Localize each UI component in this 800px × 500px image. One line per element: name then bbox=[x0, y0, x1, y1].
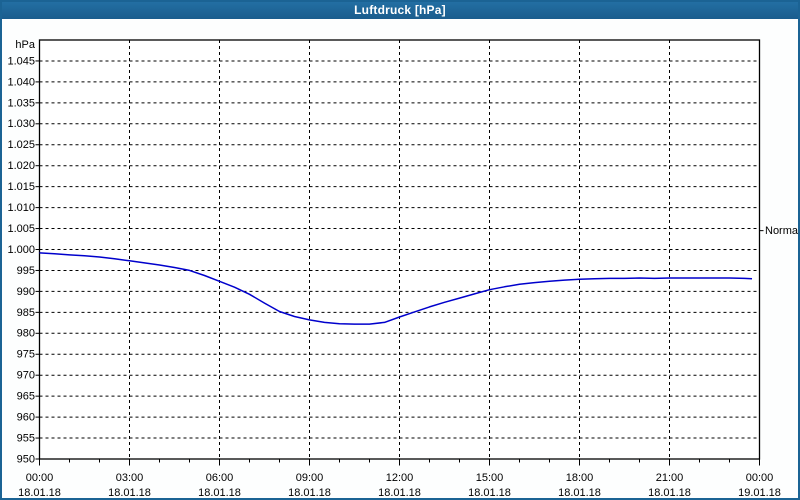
y-axis-label: 1.035 bbox=[7, 97, 35, 109]
y-axis-label: 965 bbox=[17, 391, 35, 403]
x-axis-date-label: 18.01.18 bbox=[18, 487, 61, 499]
y-axis-label: 1.045 bbox=[7, 55, 35, 67]
x-axis-time-label: 03:00 bbox=[116, 472, 144, 484]
y-axis-label: 985 bbox=[17, 307, 35, 319]
x-axis-time-label: 15:00 bbox=[476, 472, 504, 484]
x-axis-time-label: 06:00 bbox=[206, 472, 234, 484]
y-axis-label: 1.005 bbox=[7, 223, 35, 235]
plot-border bbox=[38, 39, 761, 460]
y-axis-label: 995 bbox=[17, 265, 35, 277]
y-axis-label: 1.030 bbox=[7, 118, 35, 130]
y-axis-label: 955 bbox=[17, 432, 35, 444]
x-axis-date-label: 19.01.18 bbox=[738, 487, 781, 499]
y-axis-label: 1.040 bbox=[7, 76, 35, 88]
x-axis-date-label: 18.01.18 bbox=[468, 487, 511, 499]
x-axis-date-label: 18.01.18 bbox=[558, 487, 601, 499]
x-axis-date-label: 18.01.18 bbox=[108, 487, 151, 499]
x-axis-time-label: 09:00 bbox=[296, 472, 324, 484]
x-axis-time-label: 12:00 bbox=[386, 472, 414, 484]
x-axis-date-label: 18.01.18 bbox=[648, 487, 691, 499]
pressure-line bbox=[39, 252, 753, 325]
y-axis-label: 975 bbox=[17, 349, 35, 361]
y-axis-label: 1.010 bbox=[7, 202, 35, 214]
x-axis-time-label: 00:00 bbox=[26, 472, 54, 484]
x-axis-date-label: 18.01.18 bbox=[288, 487, 331, 499]
y-axis-label: 990 bbox=[17, 286, 35, 298]
y-axis-label: 1.015 bbox=[7, 181, 35, 193]
x-axis-date-label: 18.01.18 bbox=[378, 487, 421, 499]
x-axis-time-label: 18:00 bbox=[566, 472, 594, 484]
y-axis-label: 960 bbox=[17, 412, 35, 424]
window-titlebar: Luftdruck [hPa] bbox=[2, 2, 798, 19]
y-axis-unit-label: hPa bbox=[15, 39, 35, 51]
y-axis-label: 970 bbox=[17, 370, 35, 382]
window-title: Luftdruck [hPa] bbox=[354, 3, 446, 17]
y-axis-label: 1.020 bbox=[7, 160, 35, 172]
y-axis-label: 1.000 bbox=[7, 244, 35, 256]
y-axis-label: 950 bbox=[17, 453, 35, 465]
y-axis-label: 980 bbox=[17, 328, 35, 340]
x-axis-time-label: 21:00 bbox=[656, 472, 684, 484]
x-axis-date-label: 18.01.18 bbox=[198, 487, 241, 499]
x-axis-time-label: 00:00 bbox=[746, 472, 774, 484]
normal-marker-label: Normal bbox=[765, 225, 800, 237]
y-axis-label: 1.025 bbox=[7, 139, 35, 151]
